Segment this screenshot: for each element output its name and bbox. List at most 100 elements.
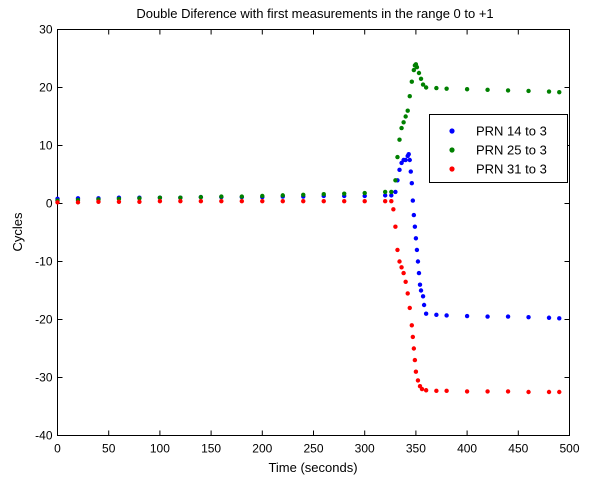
data-point xyxy=(505,314,511,319)
data-point xyxy=(414,65,420,70)
data-point xyxy=(444,388,449,394)
x-tick-label: 0 xyxy=(54,442,61,456)
data-point xyxy=(403,157,408,163)
data-point xyxy=(416,70,422,76)
y-tick-label: 20 xyxy=(39,81,53,95)
x-tick-label: 400 xyxy=(457,442,477,456)
data-point xyxy=(546,89,552,94)
data-point xyxy=(393,178,398,183)
data-point xyxy=(412,224,418,229)
y-tick-label: -40 xyxy=(35,429,53,443)
data-point xyxy=(526,389,531,395)
data-point xyxy=(301,192,306,197)
data-point xyxy=(444,313,449,318)
data-point xyxy=(416,270,422,276)
data-point xyxy=(96,199,101,204)
chart-title: Double Diference with first measurements… xyxy=(136,6,493,21)
data-point xyxy=(362,190,367,196)
data-point xyxy=(413,236,419,241)
data-point xyxy=(137,199,142,204)
data-point xyxy=(464,389,470,394)
data-point xyxy=(414,247,420,253)
data-point xyxy=(464,313,470,319)
data-point xyxy=(401,270,406,276)
data-point xyxy=(546,315,552,320)
data-point xyxy=(406,152,411,157)
data-point xyxy=(405,108,410,113)
data-point xyxy=(395,247,400,253)
data-point xyxy=(219,198,224,204)
data-point xyxy=(407,94,412,99)
data-point xyxy=(393,224,398,229)
data-point xyxy=(393,189,398,195)
data-point xyxy=(397,259,402,264)
data-point xyxy=(557,389,562,395)
data-point xyxy=(434,312,439,318)
data-point xyxy=(397,167,402,173)
data-point xyxy=(157,198,163,204)
data-point xyxy=(391,207,396,212)
data-point xyxy=(423,85,429,90)
data-point xyxy=(407,157,412,163)
data-point xyxy=(55,200,60,205)
data-point xyxy=(409,323,415,328)
data-series xyxy=(55,62,562,395)
data-point xyxy=(178,195,183,200)
data-point xyxy=(418,288,424,293)
data-point xyxy=(444,86,449,91)
data-point xyxy=(382,198,388,204)
data-point xyxy=(321,198,326,204)
y-tick-label: -20 xyxy=(35,313,53,327)
data-point xyxy=(557,89,562,95)
x-tick-label: 50 xyxy=(102,442,116,456)
data-point xyxy=(411,346,417,351)
data-point xyxy=(239,194,245,199)
data-point xyxy=(342,198,347,204)
data-point xyxy=(546,389,552,395)
data-point xyxy=(417,282,423,287)
data-point xyxy=(137,196,142,201)
data-point xyxy=(557,316,562,321)
y-tick-label: 10 xyxy=(39,139,53,153)
data-point xyxy=(413,369,419,374)
legend-label: PRN 14 to 3 xyxy=(476,124,547,139)
x-tick-label: 450 xyxy=(508,442,528,456)
y-tick-label: 0 xyxy=(46,197,53,211)
data-point xyxy=(409,79,415,84)
series-3 xyxy=(55,198,562,395)
data-point xyxy=(389,193,394,198)
legend-label: PRN 25 to 3 xyxy=(476,143,547,158)
data-point xyxy=(419,386,425,392)
data-point xyxy=(382,189,388,195)
legend-marker xyxy=(449,166,455,172)
data-point xyxy=(418,76,424,82)
data-point xyxy=(423,388,429,393)
data-point xyxy=(389,189,394,195)
x-tick-label: 150 xyxy=(201,442,221,456)
data-point xyxy=(412,357,418,363)
data-point xyxy=(280,193,285,198)
legend-label: PRN 31 to 3 xyxy=(476,162,547,177)
data-point xyxy=(420,294,426,299)
data-point xyxy=(362,198,367,204)
data-point xyxy=(198,198,204,204)
data-point xyxy=(464,87,470,92)
data-point xyxy=(415,259,421,264)
data-point xyxy=(260,193,265,199)
legend-marker xyxy=(449,147,455,153)
data-point xyxy=(260,198,265,204)
x-tick-label: 300 xyxy=(355,442,375,456)
data-point xyxy=(198,194,204,200)
data-point xyxy=(408,169,413,174)
data-point xyxy=(403,279,408,284)
legend: PRN 14 to 3 PRN 25 to 3 PRN 31 to 3 xyxy=(429,114,568,183)
x-tick-label: 100 xyxy=(150,442,170,456)
data-point xyxy=(75,200,81,205)
data-point xyxy=(321,192,326,197)
data-point xyxy=(301,198,306,204)
data-point xyxy=(410,198,416,203)
data-point xyxy=(157,195,163,200)
data-point xyxy=(411,67,417,73)
data-point xyxy=(410,334,416,340)
data-point xyxy=(382,193,388,198)
